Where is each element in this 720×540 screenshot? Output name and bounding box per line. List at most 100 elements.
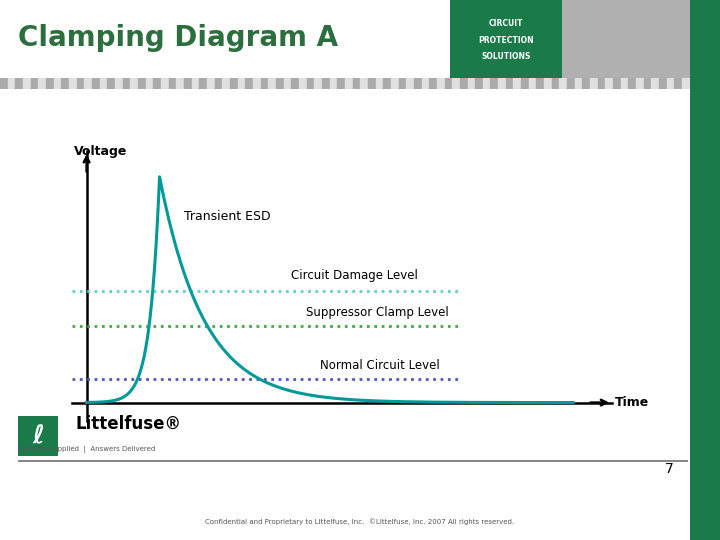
Bar [444, 78, 452, 89]
Text: Voltage: Voltage [74, 145, 128, 158]
Bar [345, 78, 353, 89]
Bar [498, 78, 506, 89]
Bar [46, 78, 54, 89]
Bar [513, 78, 521, 89]
Bar [8, 78, 15, 89]
Bar [107, 78, 115, 89]
Bar [475, 78, 483, 89]
Text: Transient ESD: Transient ESD [184, 210, 271, 223]
Bar [399, 78, 406, 89]
Bar [682, 78, 690, 89]
Bar [130, 78, 138, 89]
Bar [15, 78, 23, 89]
Bar [652, 78, 659, 89]
Bar [521, 78, 528, 89]
Bar [322, 78, 330, 89]
Text: Expertise Applied  |  Answers Delivered: Expertise Applied | Answers Delivered [18, 446, 156, 453]
Bar [38, 78, 46, 89]
Bar [552, 78, 559, 89]
Text: PROTECTION: PROTECTION [478, 36, 534, 45]
Bar [536, 78, 544, 89]
Bar [582, 78, 590, 89]
Bar [54, 78, 61, 89]
Text: Circuit Damage Level: Circuit Damage Level [291, 268, 418, 281]
Text: Littelfuse®: Littelfuse® [76, 415, 181, 433]
Bar [353, 78, 360, 89]
Bar [460, 78, 467, 89]
Text: CIRCUIT: CIRCUIT [489, 19, 523, 28]
Bar [145, 78, 153, 89]
Bar [222, 78, 230, 89]
Bar [414, 78, 421, 89]
Bar [230, 78, 238, 89]
Bar [168, 78, 176, 89]
Bar [92, 78, 99, 89]
Bar [314, 78, 322, 89]
Bar [376, 78, 383, 89]
Bar [636, 78, 644, 89]
Bar [383, 78, 391, 89]
Bar [76, 78, 84, 89]
Bar [184, 78, 192, 89]
Bar [528, 78, 536, 89]
Bar [606, 78, 613, 89]
Bar [84, 78, 92, 89]
Bar [215, 78, 222, 89]
Bar [613, 78, 621, 89]
Bar [483, 78, 490, 89]
Bar [61, 78, 69, 89]
Bar [544, 78, 552, 89]
Bar [590, 78, 598, 89]
Bar [138, 78, 145, 89]
Bar [284, 78, 291, 89]
Bar [276, 78, 284, 89]
Bar [675, 78, 682, 89]
Bar [506, 78, 513, 89]
Text: ℓ: ℓ [32, 424, 44, 448]
Bar [253, 78, 261, 89]
Bar [467, 78, 475, 89]
Bar [621, 78, 629, 89]
Text: Suppressor Clamp Level: Suppressor Clamp Level [305, 306, 449, 319]
Bar [207, 78, 215, 89]
Bar [330, 78, 337, 89]
Bar [115, 78, 122, 89]
Bar [629, 78, 636, 89]
Bar [31, 78, 38, 89]
Bar [368, 78, 376, 89]
Bar [360, 78, 368, 89]
Bar [598, 78, 606, 89]
Bar [437, 78, 444, 89]
Bar [567, 78, 575, 89]
Bar [307, 78, 314, 89]
Bar [406, 78, 414, 89]
Bar [99, 78, 107, 89]
Text: Time: Time [614, 396, 649, 409]
Bar [0, 78, 8, 89]
Bar [161, 78, 168, 89]
Bar [490, 78, 498, 89]
Bar [269, 78, 276, 89]
Bar [261, 78, 269, 89]
Text: 7: 7 [665, 462, 673, 476]
Bar [199, 78, 207, 89]
Bar [122, 78, 130, 89]
Bar [246, 78, 253, 89]
Bar [299, 78, 307, 89]
Text: Normal Circuit Level: Normal Circuit Level [320, 359, 440, 372]
Bar [429, 78, 437, 89]
Bar [421, 78, 429, 89]
Bar [575, 78, 582, 89]
Bar [559, 78, 567, 89]
Bar [391, 78, 399, 89]
Text: Clamping Diagram A: Clamping Diagram A [18, 24, 338, 52]
Text: SOLUTIONS: SOLUTIONS [481, 52, 531, 62]
Bar [659, 78, 667, 89]
Text: Confidential and Proprietary to Littelfuse, Inc.  ©Littelfuse, Inc. 2007 All rig: Confidential and Proprietary to Littelfu… [205, 518, 515, 525]
Bar [337, 78, 345, 89]
Bar [667, 78, 675, 89]
Bar [238, 78, 246, 89]
Bar [291, 78, 299, 89]
Bar [69, 78, 76, 89]
Bar [176, 78, 184, 89]
